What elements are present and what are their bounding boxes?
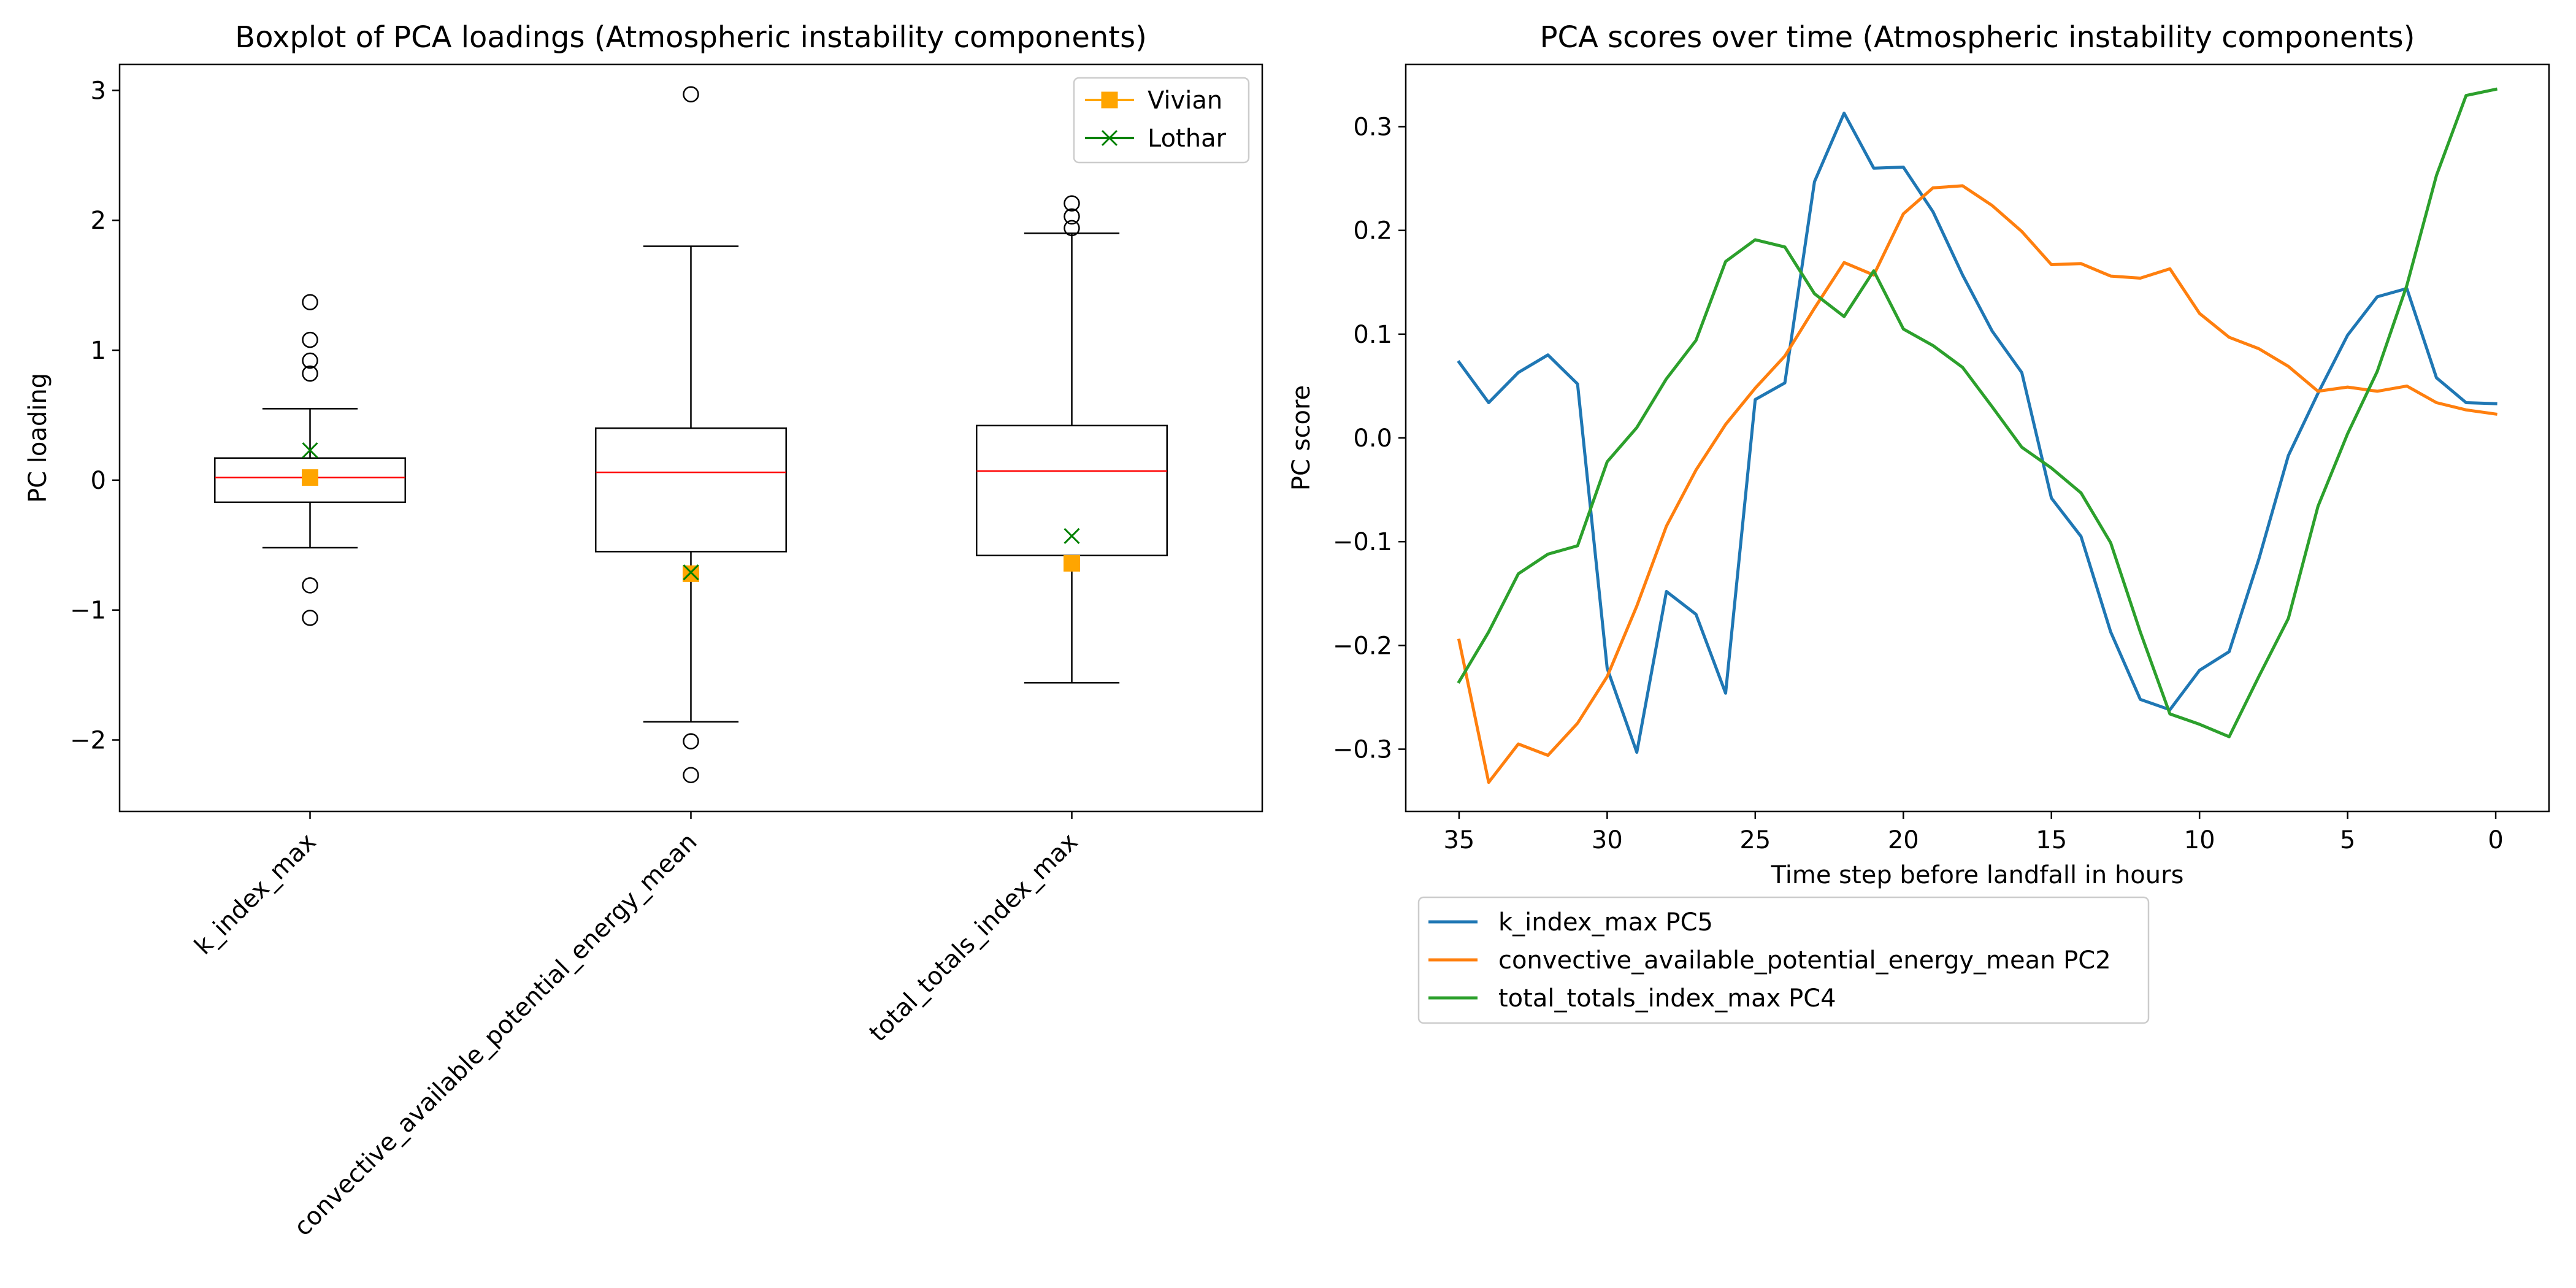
line-chart-legend-label-3: total_totals_index_max PC4: [1498, 984, 1836, 1013]
boxplot-outlier-point: [302, 331, 318, 348]
boxplot-legend-marker-lothar: [1101, 129, 1118, 147]
boxplot-outlier-point: [302, 365, 318, 382]
boxplot-y-tick-label: −2: [70, 726, 106, 754]
line-series-3: [1457, 87, 2498, 738]
boxplot-outlier-point: [683, 767, 699, 783]
line-chart-x-tick-label: 10: [2184, 826, 2215, 854]
line-chart-legend-label-2: convective_available_potential_energy_me…: [1498, 946, 2111, 975]
boxplot-marker-lothar: [683, 564, 699, 581]
boxplot-marker-vivian: [302, 469, 318, 486]
line-chart-y-tick-label: −0.3: [1333, 736, 1392, 764]
boxplot-outlier-point: [1064, 195, 1080, 212]
line-chart-y-tick-label: −0.1: [1333, 528, 1392, 556]
boxplot-title: Boxplot of PCA loadings (Atmospheric ins…: [235, 20, 1147, 55]
line-chart-x-tick-label: 25: [1739, 826, 1771, 854]
line-chart-legend-label-1: k_index_max PC5: [1498, 908, 1713, 937]
boxplot-outlier-point: [302, 610, 318, 626]
line-chart-marks: −0.3 −0.2 −0.1 0.0 0.1 0.2 0.3 35 30 25 20 15 10 5 0: [1333, 87, 2504, 854]
line-series-1: [1457, 112, 2497, 754]
boxplot-outlier-point: [1064, 208, 1080, 225]
boxplot-outlier-point: [683, 733, 699, 749]
boxplot-y-tick-label: 0: [91, 467, 106, 495]
line-chart-y-tick-label: 0.3: [1353, 113, 1392, 142]
line-chart-x-tick-label: 5: [2340, 826, 2355, 854]
line-chart-x-tick-label: 20: [1888, 826, 1919, 854]
boxplot-box-group: [595, 86, 787, 783]
line-series-2: [1457, 184, 2497, 784]
line-chart-title: PCA scores over time (Atmospheric instab…: [1540, 20, 2415, 55]
line-chart-y-axis-label: PC score: [1287, 385, 1316, 491]
line-chart-x-tick-label: 0: [2488, 826, 2503, 854]
line-chart-y-tick-label: −0.2: [1333, 632, 1392, 660]
boxplot-legend: Vivian Lothar: [1073, 77, 1250, 164]
line-chart-x-tick-label: 35: [1443, 826, 1474, 854]
line-chart-panel: PCA scores over time (Atmospheric instab…: [1287, 20, 2550, 1024]
boxplot-marker-vivian: [1064, 554, 1080, 572]
line-chart-legend: k_index_max PC5 convective_available_pote…: [1417, 896, 2150, 1024]
boxplot-outlier-point: [302, 577, 318, 594]
boxplot-outlier-point: [683, 86, 699, 102]
line-chart-legend-box: [1417, 896, 2150, 1024]
line-chart-x-tick-label: 30: [1592, 826, 1623, 854]
boxplot-axes-frame: [118, 63, 1263, 813]
boxplot-outlier-point: [302, 352, 318, 369]
line-chart-y-tick-label: 0.0: [1353, 424, 1392, 453]
boxplot-y-tick-label: 1: [91, 337, 106, 365]
boxplot-marker-lothar: [302, 442, 318, 459]
boxplot-legend-marker-vivian: [1101, 91, 1118, 109]
boxplot-y-axis-label: PC loading: [24, 373, 52, 503]
line-chart-y-tick-label: 0.1: [1353, 321, 1392, 349]
boxplot-legend-label-vivian: Vivian: [1148, 86, 1222, 115]
boxplot-box-group: [976, 195, 1168, 684]
line-chart-x-tick-label: 15: [2036, 826, 2067, 854]
boxplot-y-tick-label: 3: [91, 77, 106, 105]
boxplot-outlier-point: [302, 294, 318, 310]
line-chart-y-tick-label: 0.2: [1353, 217, 1392, 245]
line-chart-axes-frame: [1405, 63, 2550, 813]
boxplot-y-tick-label: −1: [70, 597, 106, 625]
boxplot-y-tick-label: 2: [91, 207, 106, 235]
boxplot-outlier-point: [1064, 220, 1080, 237]
line-chart-x-axis-label: Time step before landfall in hours: [1771, 861, 2184, 889]
boxplot-marker-lothar: [1064, 527, 1080, 544]
boxplot-legend-label-lothar: Lothar: [1148, 125, 1227, 153]
